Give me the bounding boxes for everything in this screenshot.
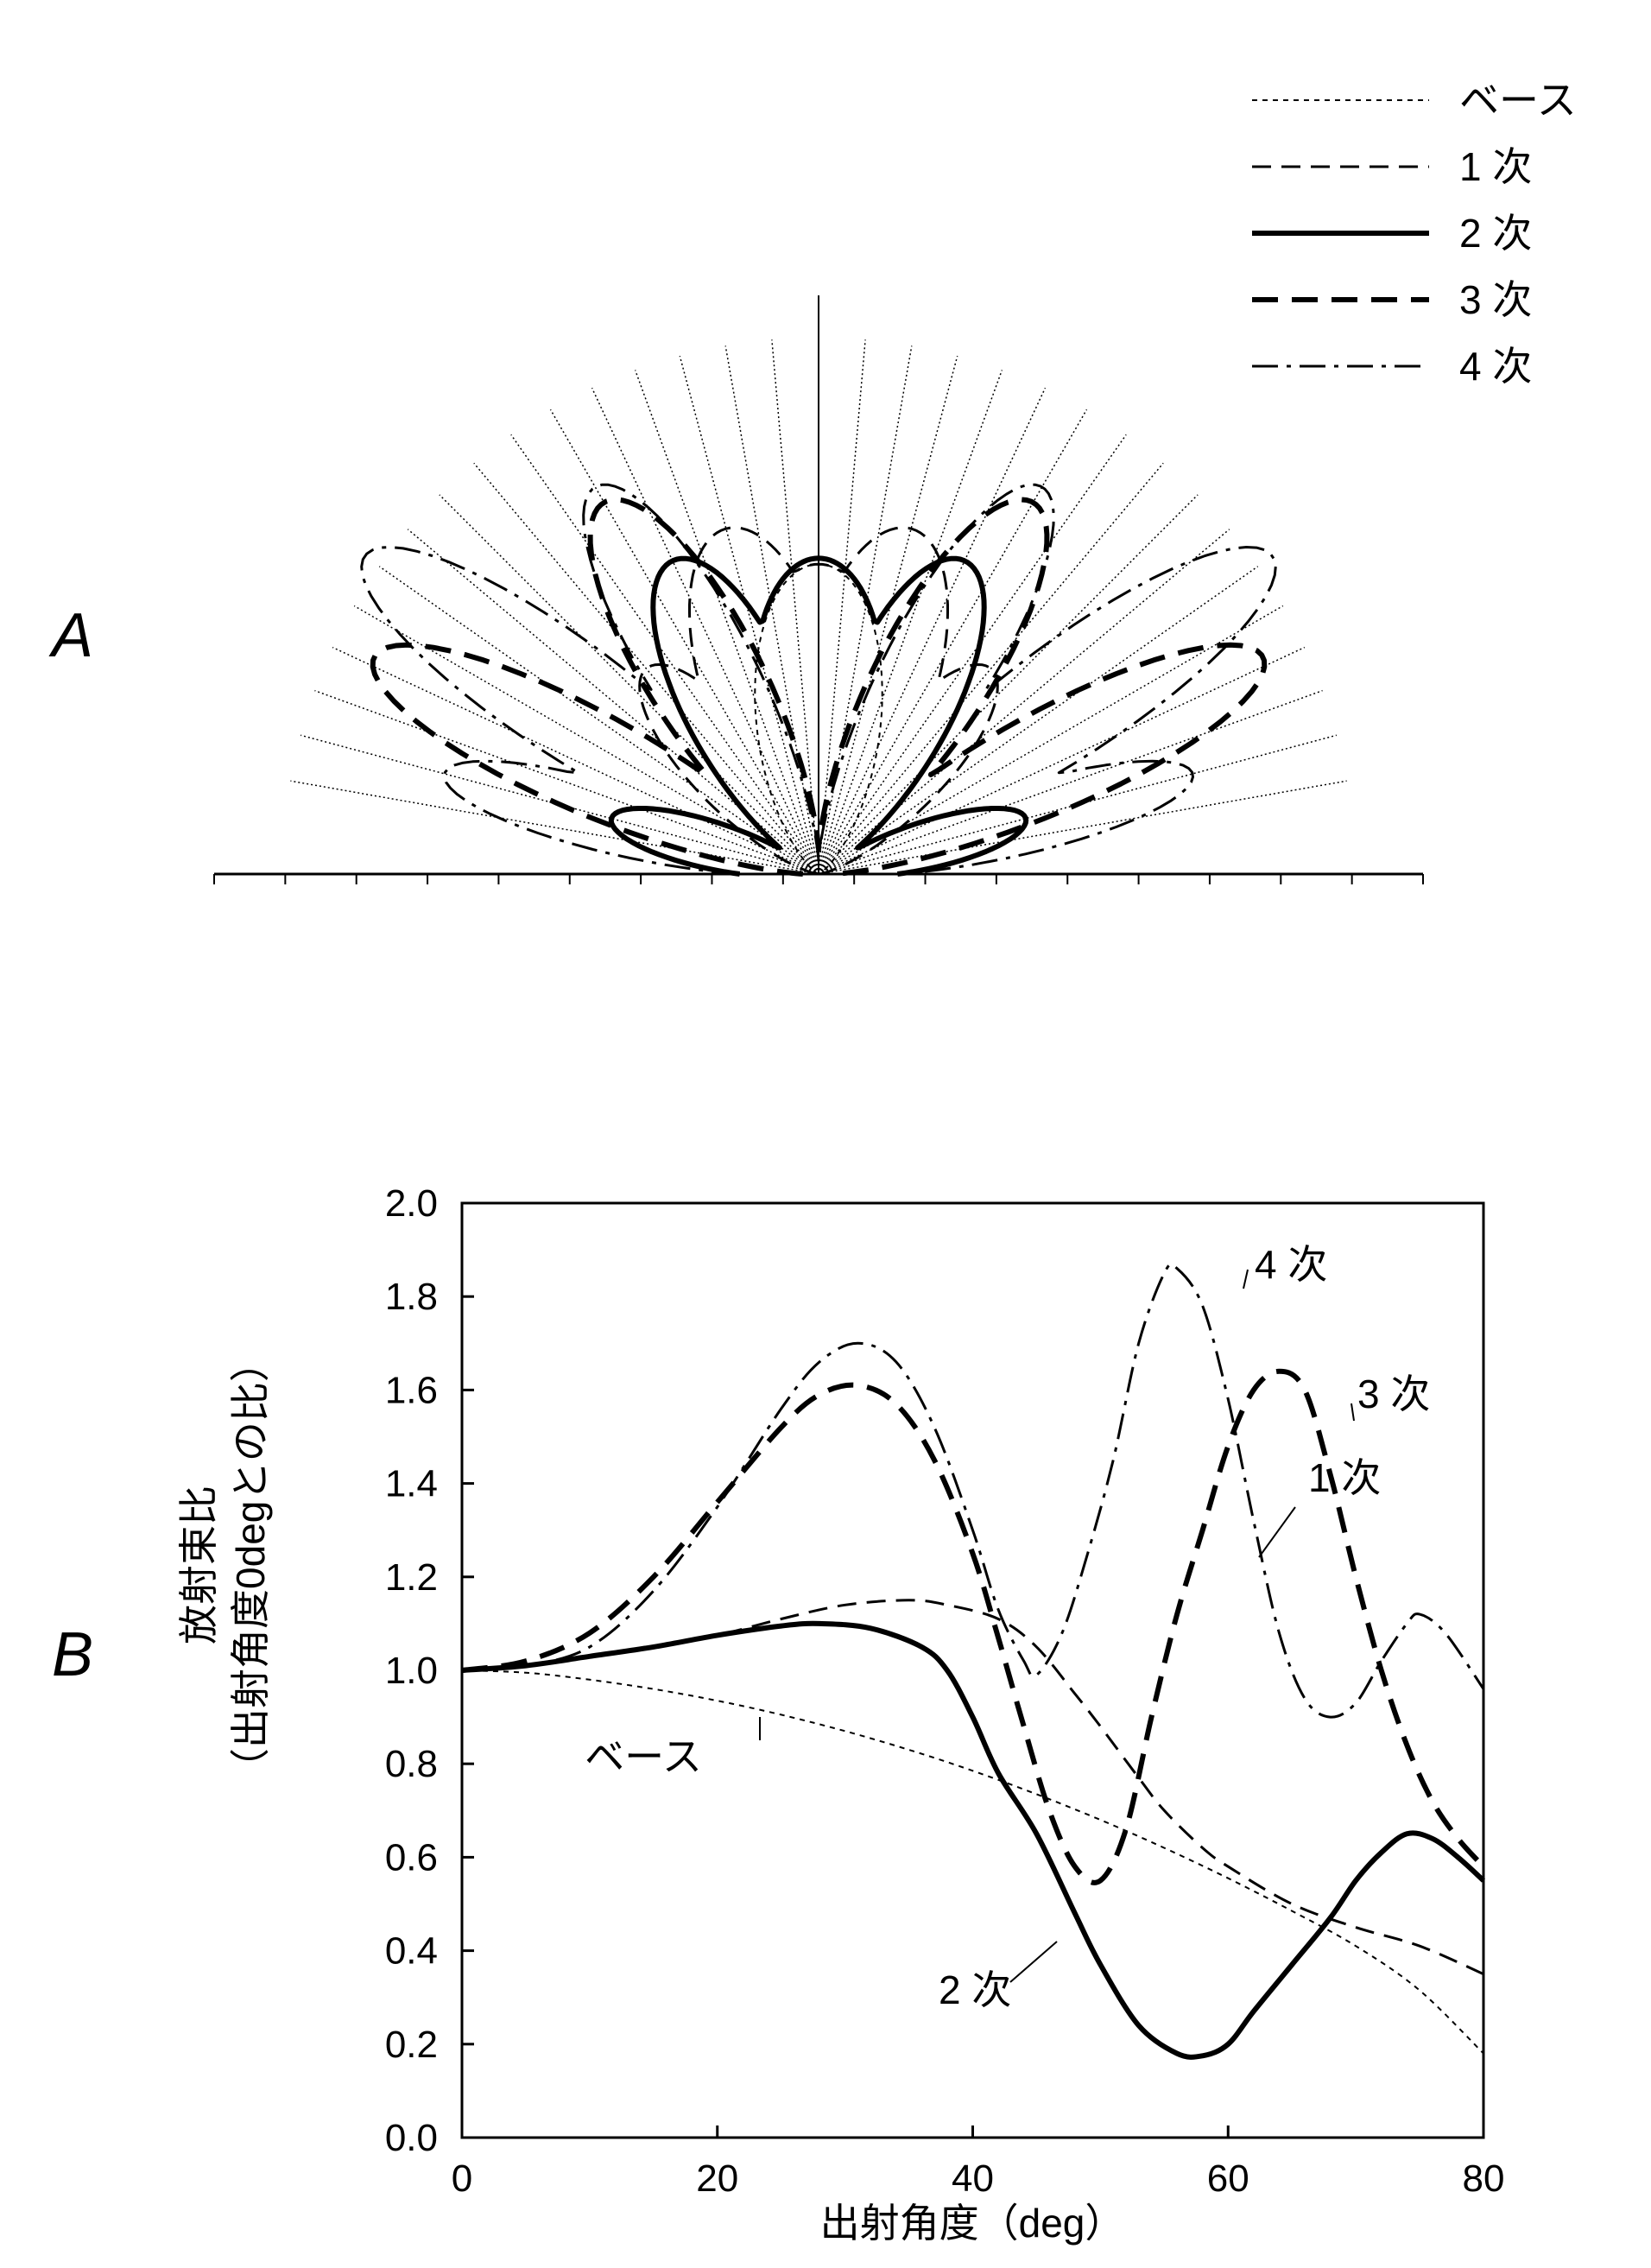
y-tick-label: 0.6 xyxy=(385,1836,438,1878)
legend-label: 4 次 xyxy=(1459,344,1532,389)
inline-annotations: ベース 1 次 2 次 3 次 4 次 xyxy=(585,1242,1430,2012)
x-tick-label: 0 xyxy=(452,2157,472,2200)
angle-guide xyxy=(679,355,819,875)
angle-guide xyxy=(818,370,1003,875)
legend-label: ベース xyxy=(1459,78,1577,123)
angle-guide xyxy=(290,780,819,875)
angle-guide xyxy=(353,605,819,875)
annotation-leader xyxy=(1351,1403,1355,1422)
angle-guide xyxy=(818,566,1259,875)
polar-pattern-plot xyxy=(213,295,1424,884)
angle-guide xyxy=(378,566,819,875)
annotation-text: 3 次 xyxy=(1357,1372,1430,1416)
angle-guide xyxy=(407,529,819,875)
annotation-text: ベース xyxy=(585,1734,702,1779)
panel-label-b: B xyxy=(52,1620,93,1689)
angle-guide xyxy=(314,689,819,875)
y-tick-label: 1.4 xyxy=(385,1463,438,1505)
angle-guide xyxy=(818,494,1199,875)
axis-ticks: 0 20 40 60 80 0.0 0.2 0.4 0.6 0.8 1.0 1.2 1.4 1.6 1.8 2… xyxy=(385,1182,1505,2200)
x-tick-label: 20 xyxy=(696,2157,738,2200)
angle-guide xyxy=(332,646,819,875)
annotation-leader xyxy=(1258,1506,1296,1558)
y-tick-label: 1.8 xyxy=(385,1276,438,1318)
legend-item-2-order: 2 次 xyxy=(1252,211,1532,256)
x-tick-label: 40 xyxy=(952,2157,994,2200)
angle-guide xyxy=(818,462,1164,875)
angle-guide xyxy=(818,605,1284,875)
series-line-1-order xyxy=(461,1599,1484,1976)
angle-guide xyxy=(634,370,819,875)
polar-curves xyxy=(360,483,1277,877)
legend-label: 2 次 xyxy=(1459,211,1532,256)
panel-label-a: A xyxy=(48,601,93,670)
y-tick-label: 0.4 xyxy=(385,1930,438,1973)
angle-guide xyxy=(818,646,1306,875)
angle-guide xyxy=(818,345,913,875)
y-tick-label: 0.0 xyxy=(385,2117,438,2159)
y-tick-label: 1.6 xyxy=(385,1369,438,1411)
polar-series-2-order xyxy=(608,555,1029,877)
series-lines xyxy=(461,1263,1486,2060)
polar-angle-guides xyxy=(213,339,1424,884)
angle-guide xyxy=(818,339,866,875)
annotation-base: ベース xyxy=(585,1717,761,1779)
legend: ベース 1 次 2 次 3 次 4 次 xyxy=(1252,78,1577,389)
legend-label: 1 次 xyxy=(1459,144,1532,189)
y-tick-label: 0.2 xyxy=(385,2024,438,2066)
annotation-text: 2 次 xyxy=(939,1967,1011,2012)
angle-guide xyxy=(549,409,819,875)
angle-guide xyxy=(591,387,819,875)
radiant-flux-ratio-chart: 0 20 40 60 80 0.0 0.2 0.4 0.6 0.8 1.0 1.2 1.4 1.6 1.8 2… xyxy=(176,1182,1504,2246)
angle-guide xyxy=(818,780,1347,875)
y-tick-label: 0.8 xyxy=(385,1743,438,1785)
polar-series-4-order xyxy=(360,483,1277,876)
annotation-4-order: 4 次 xyxy=(1243,1242,1327,1289)
legend-label: 3 次 xyxy=(1459,277,1532,322)
series-line-4-order xyxy=(461,1263,1485,1719)
x-axis-label: 出射角度（deg） xyxy=(820,2201,1125,2246)
y-axis-label: 放射束比 xyxy=(176,1486,221,1644)
legend-item-4-order: 4 次 xyxy=(1252,344,1532,389)
annotation-2-order: 2 次 xyxy=(939,1941,1058,2012)
angle-guide xyxy=(771,339,819,875)
angle-guide xyxy=(473,462,819,875)
legend-item-1-order: 1 次 xyxy=(1252,144,1532,189)
annotation-1-order: 1 次 xyxy=(1258,1455,1381,1558)
series-line-2-order xyxy=(461,1620,1486,2060)
legend-item-base: ベース xyxy=(1252,78,1577,123)
annotation-leader xyxy=(1009,1941,1058,1983)
angle-guide xyxy=(510,434,819,875)
annotation-leader xyxy=(1243,1269,1249,1289)
y-tick-label: 1.0 xyxy=(385,1650,438,1692)
x-tick-label: 80 xyxy=(1463,2157,1505,2200)
angle-guide xyxy=(818,387,1047,875)
x-tick-label: 60 xyxy=(1207,2157,1249,2200)
series-line-3-order xyxy=(461,1368,1486,1885)
y-tick-label: 1.2 xyxy=(385,1556,438,1599)
angle-guide xyxy=(818,434,1127,875)
y-axis-sublabel: （出射角度0degとの比） xyxy=(228,1342,273,1788)
y-tick-label: 2.0 xyxy=(385,1182,438,1225)
angle-guide xyxy=(818,355,958,875)
legend-item-3-order: 3 次 xyxy=(1252,277,1532,322)
polar-series-3-order xyxy=(370,497,1268,877)
series-line-base xyxy=(461,1669,1484,2055)
angle-guide xyxy=(818,529,1230,875)
annotation-text: 1 次 xyxy=(1308,1455,1381,1500)
angle-guide xyxy=(818,409,1088,875)
annotation-text: 4 次 xyxy=(1255,1242,1327,1287)
annotation-3-order: 3 次 xyxy=(1351,1372,1430,1422)
angle-guide xyxy=(724,345,819,875)
polar-series-1-order xyxy=(638,526,999,876)
angle-guide xyxy=(439,494,819,875)
angle-guide xyxy=(818,689,1323,875)
